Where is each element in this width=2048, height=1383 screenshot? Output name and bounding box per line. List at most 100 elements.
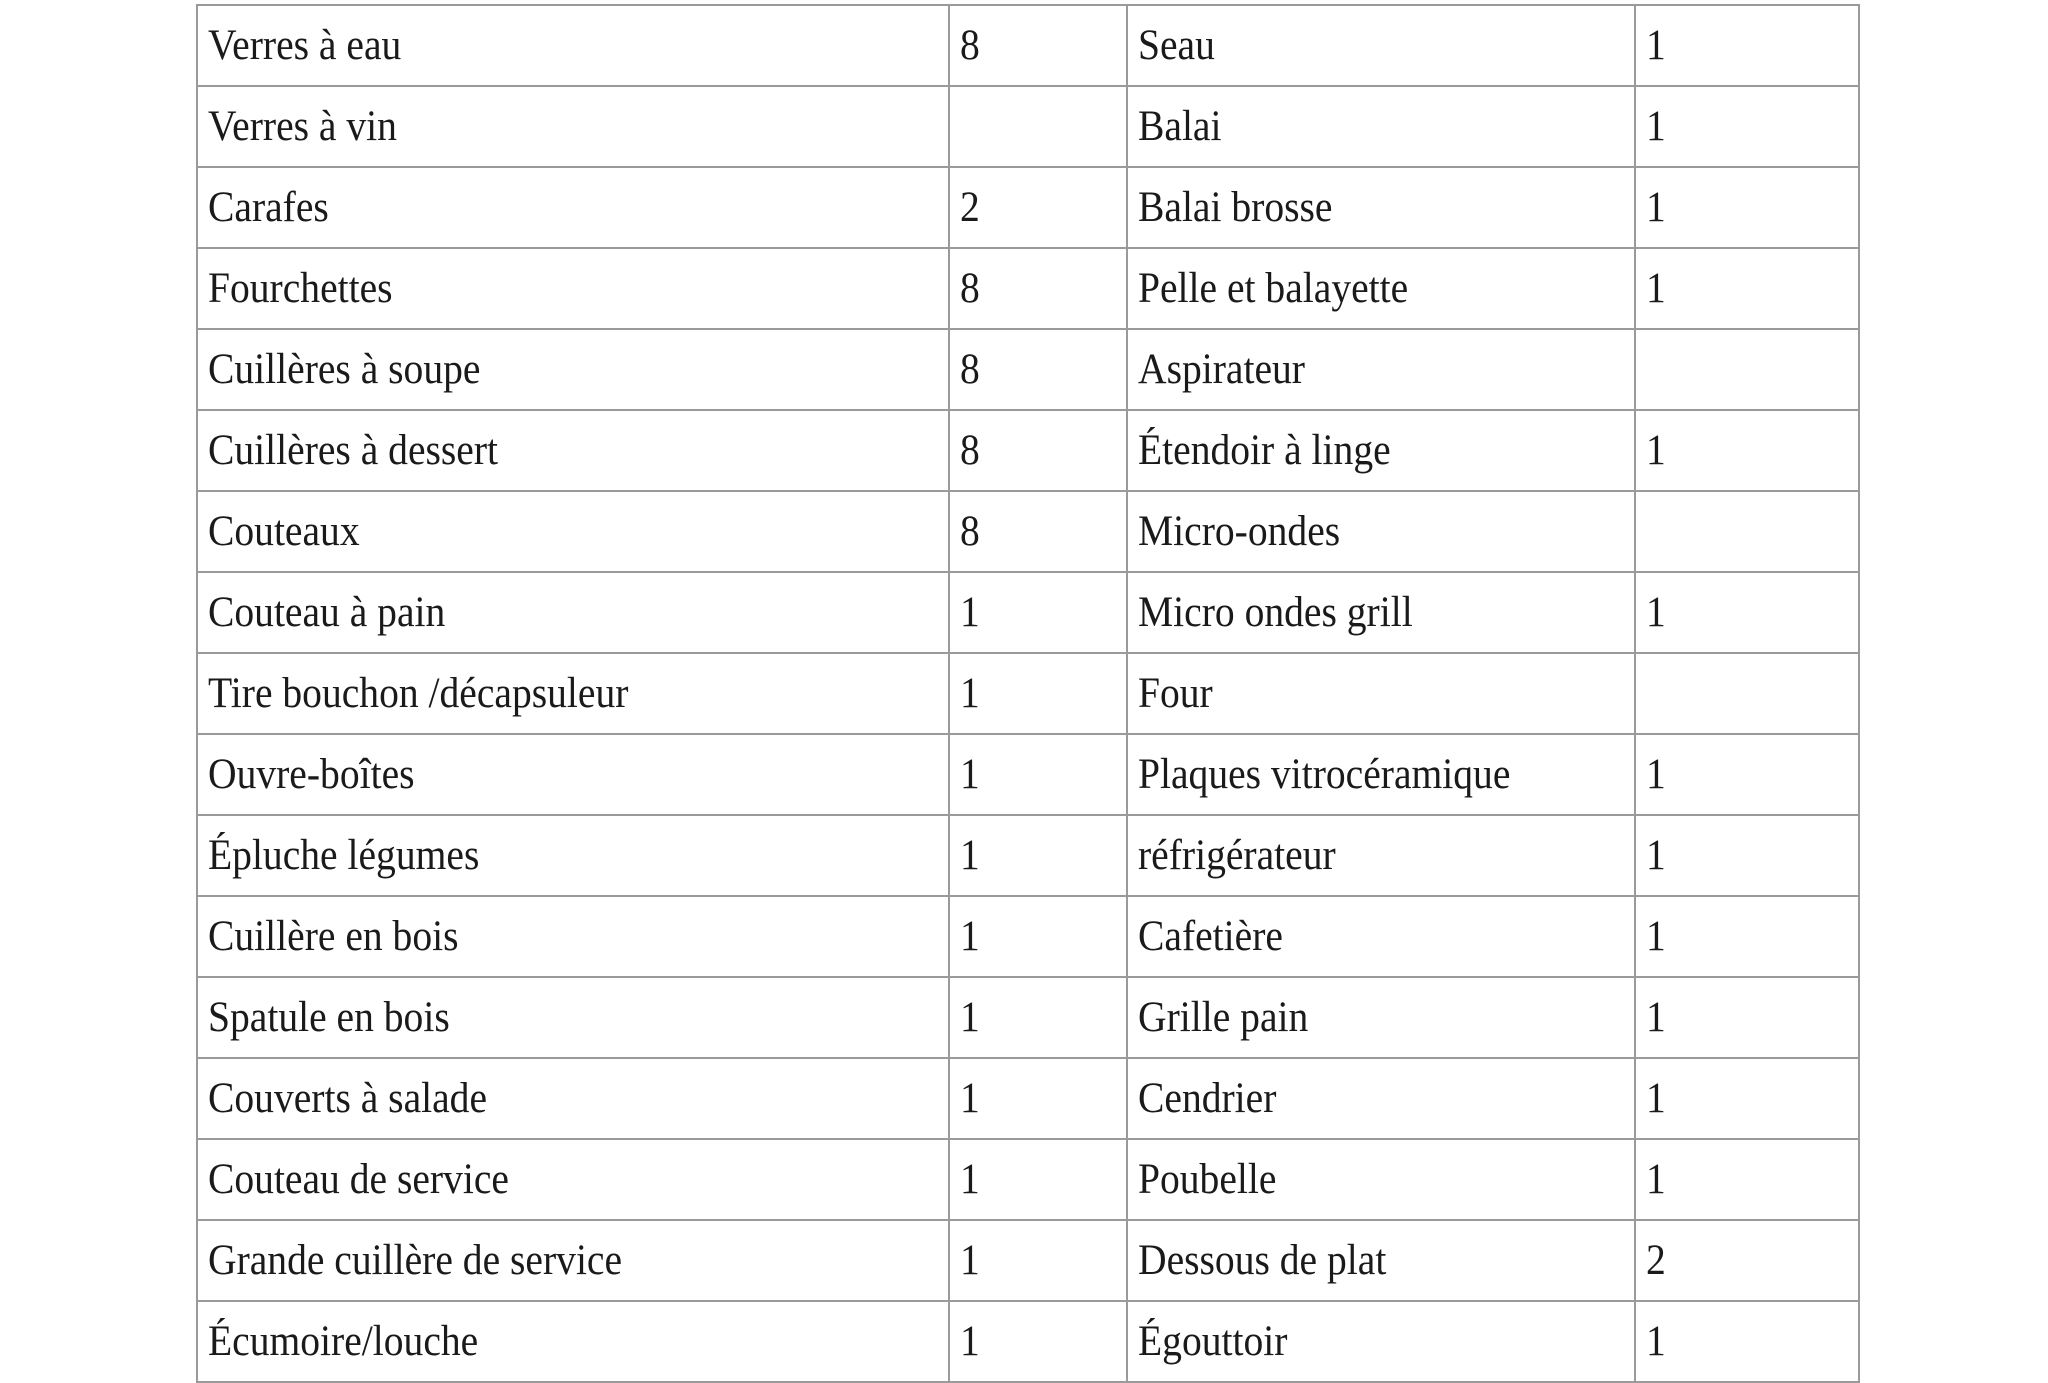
table-row: Couverts à salade 1 Cendrier 1 bbox=[196, 1057, 1860, 1140]
item-name-cell: Cuillère en bois bbox=[196, 895, 950, 978]
quantity-cell: 2 bbox=[948, 166, 1128, 249]
item-name-cell: Verres à vin bbox=[196, 85, 950, 168]
item-name-cell: réfrigérateur bbox=[1126, 814, 1636, 897]
item-name-text: Balai brosse bbox=[1138, 184, 1333, 231]
item-name-text: Couteau de service bbox=[208, 1156, 509, 1203]
quantity-cell: 1 bbox=[1634, 4, 1860, 87]
quantity-cell: 1 bbox=[1634, 166, 1860, 249]
item-name-text: Poubelle bbox=[1138, 1156, 1277, 1203]
item-name-text: Four bbox=[1138, 670, 1213, 717]
item-name-cell: Égouttoir bbox=[1126, 1300, 1636, 1383]
table-row: Fourchettes 8 Pelle et balayette 1 bbox=[196, 247, 1860, 330]
item-name-text: Étendoir à linge bbox=[1138, 427, 1391, 474]
quantity-text: 1 bbox=[1646, 1156, 1666, 1203]
quantity-text: 1 bbox=[1646, 994, 1666, 1041]
quantity-cell: 1 bbox=[1634, 571, 1860, 654]
quantity-cell: 8 bbox=[948, 490, 1128, 573]
quantity-text: 8 bbox=[960, 22, 980, 69]
quantity-cell: 1 bbox=[948, 1300, 1128, 1383]
item-name-cell: Verres à eau bbox=[196, 4, 950, 87]
item-name-cell: Cuillères à soupe bbox=[196, 328, 950, 411]
quantity-cell: 1 bbox=[948, 1138, 1128, 1221]
item-name-cell: Micro ondes grill bbox=[1126, 571, 1636, 654]
quantity-cell: 1 bbox=[948, 1219, 1128, 1302]
item-name-cell: Dessous de plat bbox=[1126, 1219, 1636, 1302]
item-name-cell: Grille pain bbox=[1126, 976, 1636, 1059]
item-name-text: Micro ondes grill bbox=[1138, 589, 1413, 636]
item-name-text: Égouttoir bbox=[1138, 1318, 1288, 1365]
quantity-cell: 1 bbox=[948, 895, 1128, 978]
quantity-text: 1 bbox=[960, 751, 980, 798]
quantity-text: 1 bbox=[960, 832, 980, 879]
quantity-cell: 1 bbox=[1634, 1057, 1860, 1140]
quantity-cell: 1 bbox=[1634, 895, 1860, 978]
quantity-text: 1 bbox=[1646, 1318, 1666, 1365]
quantity-cell: 1 bbox=[1634, 733, 1860, 816]
item-name-text: Fourchettes bbox=[208, 265, 393, 312]
quantity-cell bbox=[1634, 328, 1860, 411]
item-name-cell: Couteau à pain bbox=[196, 571, 950, 654]
quantity-cell: 1 bbox=[948, 652, 1128, 735]
quantity-text: 1 bbox=[1646, 751, 1666, 798]
quantity-text: 1 bbox=[960, 1237, 980, 1284]
item-name-cell: Couverts à salade bbox=[196, 1057, 950, 1140]
item-name-cell: Balai bbox=[1126, 85, 1636, 168]
item-name-text: Tire bouchon /décapsuleur bbox=[208, 670, 629, 717]
quantity-cell: 1 bbox=[1634, 85, 1860, 168]
quantity-cell: 1 bbox=[1634, 1300, 1860, 1383]
item-name-text: Verres à eau bbox=[208, 22, 402, 69]
item-name-cell: Carafes bbox=[196, 166, 950, 249]
table-row: Écumoire/louche 1 Égouttoir 1 bbox=[196, 1300, 1860, 1383]
item-name-text: Aspirateur bbox=[1138, 346, 1305, 393]
quantity-text: 1 bbox=[1646, 265, 1666, 312]
quantity-cell: 2 bbox=[1634, 1219, 1860, 1302]
item-name-text: Couteau à pain bbox=[208, 589, 446, 636]
quantity-cell: 1 bbox=[948, 976, 1128, 1059]
quantity-cell bbox=[1634, 490, 1860, 573]
quantity-text: 1 bbox=[1646, 589, 1666, 636]
quantity-text: 1 bbox=[1646, 832, 1666, 879]
quantity-text: 1 bbox=[960, 670, 980, 717]
quantity-text: 1 bbox=[960, 1156, 980, 1203]
item-name-cell: Spatule en bois bbox=[196, 976, 950, 1059]
quantity-text: 8 bbox=[960, 427, 980, 474]
item-name-cell: Couteaux bbox=[196, 490, 950, 573]
item-name-text: Verres à vin bbox=[208, 103, 397, 150]
item-name-text: Seau bbox=[1138, 22, 1215, 69]
item-name-text: Plaques vitrocéramique bbox=[1138, 751, 1511, 798]
item-name-cell: Micro-ondes bbox=[1126, 490, 1636, 573]
table-row: Épluche légumes 1 réfrigérateur 1 bbox=[196, 814, 1860, 897]
table-row: Cuillères à soupe 8 Aspirateur bbox=[196, 328, 1860, 411]
quantity-text: 1 bbox=[960, 1318, 980, 1365]
item-name-text: Spatule en bois bbox=[208, 994, 450, 1041]
table-row: Couteau à pain 1 Micro ondes grill 1 bbox=[196, 571, 1860, 654]
quantity-cell: 1 bbox=[948, 733, 1128, 816]
item-name-cell: Étendoir à linge bbox=[1126, 409, 1636, 492]
item-name-cell: Balai brosse bbox=[1126, 166, 1636, 249]
quantity-text: 2 bbox=[1646, 1237, 1666, 1284]
quantity-text: 1 bbox=[960, 994, 980, 1041]
table-row: Ouvre-boîtes 1 Plaques vitrocéramique 1 bbox=[196, 733, 1860, 816]
inventory-table-body: Verres à eau 8 Seau 1 Verres à vin Balai 1 Cara… bbox=[196, 4, 1860, 1383]
quantity-cell: 8 bbox=[948, 4, 1128, 87]
table-row: Tire bouchon /décapsuleur 1 Four bbox=[196, 652, 1860, 735]
item-name-text: Micro-ondes bbox=[1138, 508, 1341, 555]
table-row: Couteaux 8 Micro-ondes bbox=[196, 490, 1860, 573]
quantity-cell: 1 bbox=[1634, 976, 1860, 1059]
quantity-cell bbox=[1634, 652, 1860, 735]
quantity-text: 1 bbox=[1646, 184, 1666, 231]
table-row: Couteau de service 1 Poubelle 1 bbox=[196, 1138, 1860, 1221]
item-name-cell: Écumoire/louche bbox=[196, 1300, 950, 1383]
quantity-text: 1 bbox=[1646, 427, 1666, 474]
item-name-text: Cendrier bbox=[1138, 1075, 1277, 1122]
item-name-cell: Plaques vitrocéramique bbox=[1126, 733, 1636, 816]
item-name-text: Couverts à salade bbox=[208, 1075, 488, 1122]
quantity-cell: 1 bbox=[1634, 247, 1860, 330]
item-name-text: Carafes bbox=[208, 184, 329, 231]
item-name-text: Pelle et balayette bbox=[1138, 265, 1409, 312]
table-row: Spatule en bois 1 Grille pain 1 bbox=[196, 976, 1860, 1059]
quantity-text: 1 bbox=[1646, 1075, 1666, 1122]
quantity-text: 1 bbox=[960, 589, 980, 636]
table-row: Verres à eau 8 Seau 1 bbox=[196, 4, 1860, 87]
quantity-text: 8 bbox=[960, 265, 980, 312]
